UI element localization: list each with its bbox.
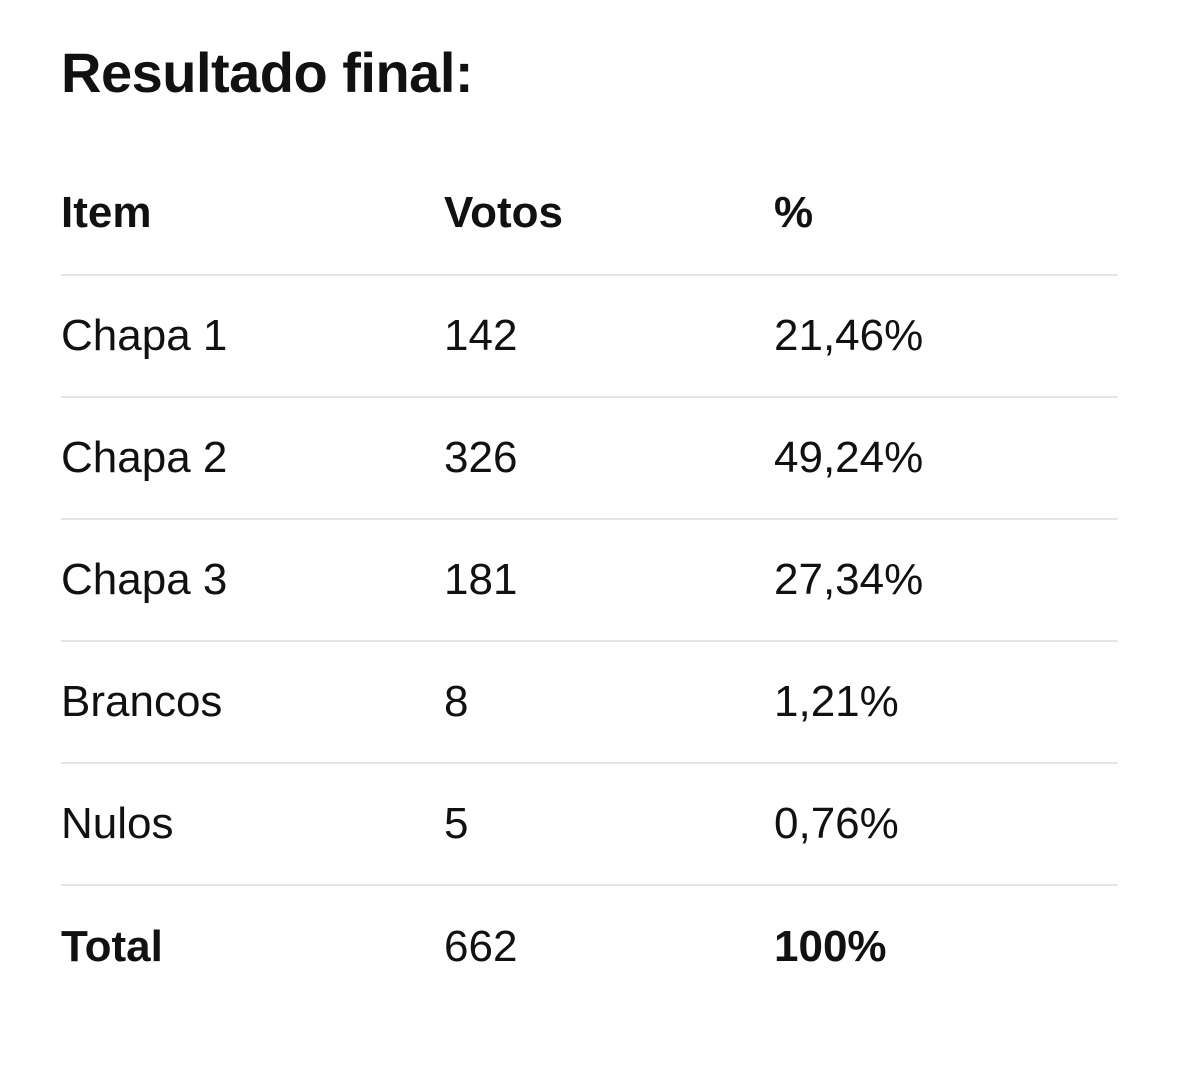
results-table: Item Votos % Chapa 1 142 21,46% Chapa 2 … <box>61 152 1118 1008</box>
page-title: Resultado final: <box>61 41 474 104</box>
cell-item: Brancos <box>61 677 223 726</box>
cell-percent: 27,34% <box>774 555 924 604</box>
cell-item: Chapa 1 <box>61 311 228 360</box>
cell-votes: 181 <box>444 555 518 604</box>
total-percent: 100% <box>774 922 887 971</box>
table-row: Nulos 5 0,76% <box>61 764 1118 886</box>
cell-votes: 326 <box>444 433 518 482</box>
cell-percent: 1,21% <box>774 677 899 726</box>
table-row: Chapa 3 181 27,34% <box>61 520 1118 642</box>
header-votes: Votos <box>444 188 563 237</box>
cell-votes: 5 <box>444 799 469 848</box>
table-total-row: Total 662 100% <box>61 886 1118 1008</box>
total-item: Total <box>61 922 163 971</box>
cell-percent: 21,46% <box>774 311 924 360</box>
table-row: Chapa 1 142 21,46% <box>61 276 1118 398</box>
cell-votes: 8 <box>444 677 469 726</box>
table-header-row: Item Votos % <box>61 152 1118 276</box>
cell-item: Nulos <box>61 799 174 848</box>
cell-item: Chapa 2 <box>61 433 228 482</box>
table-row: Chapa 2 326 49,24% <box>61 398 1118 520</box>
cell-percent: 49,24% <box>774 433 924 482</box>
cell-percent: 0,76% <box>774 799 899 848</box>
header-item: Item <box>61 188 152 237</box>
table-row: Brancos 8 1,21% <box>61 642 1118 764</box>
cell-votes: 142 <box>444 311 518 360</box>
cell-item: Chapa 3 <box>61 555 228 604</box>
header-percent: % <box>774 188 814 237</box>
total-votes: 662 <box>444 922 518 971</box>
